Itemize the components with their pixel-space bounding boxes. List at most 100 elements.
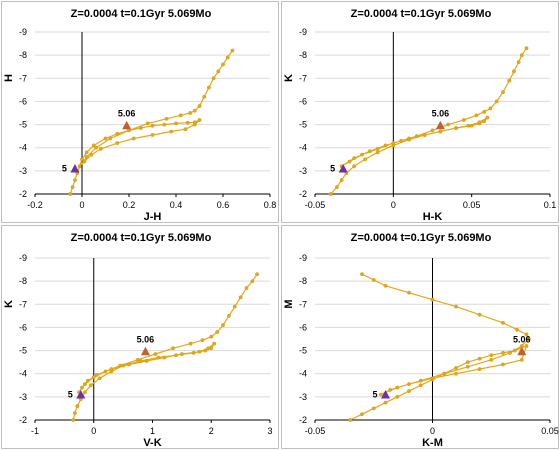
track-point bbox=[109, 367, 114, 371]
track-point bbox=[524, 344, 529, 348]
track-point bbox=[465, 360, 470, 365]
y-tick-label: -3 bbox=[299, 166, 307, 176]
track-point bbox=[192, 122, 197, 127]
y-tick-label: -2 bbox=[19, 415, 27, 425]
track-point bbox=[221, 323, 225, 328]
x-tick-label: 2 bbox=[209, 426, 214, 436]
track-point bbox=[360, 272, 364, 277]
track-point bbox=[238, 295, 243, 300]
x-tick-label: 0.6 bbox=[217, 200, 230, 210]
track-point bbox=[367, 149, 372, 154]
track-point bbox=[399, 138, 404, 143]
y-tick-label: -4 bbox=[299, 369, 307, 379]
track-point bbox=[524, 46, 529, 51]
track-point bbox=[488, 106, 493, 111]
x-tick-label: -0.05 bbox=[305, 200, 326, 210]
track-point bbox=[418, 378, 423, 383]
track-point bbox=[206, 85, 211, 90]
y-axis-label: H bbox=[3, 74, 15, 82]
track-point bbox=[115, 131, 120, 136]
track-point bbox=[73, 411, 77, 415]
track-point bbox=[144, 359, 149, 363]
track-point bbox=[339, 178, 344, 183]
marker-label: 5.06 bbox=[118, 108, 136, 118]
track-point bbox=[197, 104, 202, 108]
track-point bbox=[438, 129, 443, 134]
track-point bbox=[255, 272, 259, 277]
track-point bbox=[135, 357, 140, 362]
y-tick-label: -9 bbox=[19, 27, 27, 37]
track-point bbox=[185, 120, 190, 125]
track-point bbox=[94, 372, 99, 377]
marker-label: 5 bbox=[372, 390, 377, 400]
track-point bbox=[71, 418, 76, 422]
y-tick-label: -8 bbox=[299, 50, 307, 60]
y-tick-label: -9 bbox=[19, 253, 27, 263]
x-tick-label: -0.05 bbox=[305, 426, 326, 436]
track-point bbox=[477, 120, 482, 125]
track-point bbox=[469, 123, 474, 128]
track-point bbox=[164, 116, 169, 121]
track-point bbox=[501, 362, 505, 367]
track-point bbox=[454, 304, 458, 309]
track-point bbox=[512, 69, 516, 74]
x-tick-label: 0 bbox=[430, 426, 435, 436]
track-point bbox=[82, 159, 87, 164]
track-point bbox=[477, 356, 482, 361]
track-point bbox=[73, 178, 77, 183]
track-point bbox=[328, 192, 333, 196]
track-point bbox=[454, 366, 458, 370]
track-point bbox=[418, 383, 423, 388]
track-point bbox=[138, 126, 143, 130]
track-point bbox=[501, 320, 505, 325]
track-point bbox=[192, 108, 197, 113]
track-point bbox=[150, 123, 155, 128]
track-point bbox=[446, 122, 451, 127]
chart-title: Z=0.0004 t=0.1Gyr 5.069Mo bbox=[351, 8, 492, 20]
track-point bbox=[216, 69, 221, 74]
track-point bbox=[88, 383, 93, 388]
track-point bbox=[108, 136, 113, 141]
track-point bbox=[454, 371, 458, 376]
x-tick-label: 0 bbox=[79, 200, 84, 210]
x-tick-label: 0.1 bbox=[544, 200, 557, 210]
chart-svg: Z=0.0004 t=0.1Gyr 5.069Mo -2 -3 -4 -5 -6 -7 -8 -… bbox=[3, 8, 277, 223]
track-point bbox=[153, 352, 158, 356]
track-point bbox=[80, 157, 84, 162]
track-point bbox=[360, 412, 364, 417]
track-point bbox=[465, 364, 470, 369]
y-tick-label: -9 bbox=[299, 27, 307, 37]
x-axis-label: J-H bbox=[144, 211, 162, 223]
track-point bbox=[378, 392, 383, 397]
track-point bbox=[407, 389, 411, 393]
y-tick-label: -2 bbox=[19, 189, 27, 199]
track-point bbox=[482, 109, 487, 114]
track-point bbox=[188, 341, 193, 346]
y-tick-label: -4 bbox=[299, 143, 307, 153]
x-tick-label: 0.8 bbox=[264, 200, 277, 210]
track-point bbox=[202, 94, 207, 99]
track-point bbox=[75, 404, 80, 409]
track-point bbox=[171, 346, 175, 351]
track-point bbox=[391, 141, 396, 145]
track-point bbox=[430, 128, 435, 133]
y-tick-label: -7 bbox=[299, 299, 307, 309]
y-tick-label: -2 bbox=[299, 189, 307, 199]
track-point bbox=[103, 136, 108, 141]
y-tick-label: -7 bbox=[19, 299, 27, 309]
track-point bbox=[188, 111, 193, 115]
y-tick-label: -9 bbox=[299, 253, 307, 263]
y-tick-label: -6 bbox=[19, 322, 27, 332]
track-point bbox=[371, 406, 376, 411]
track-point bbox=[474, 113, 479, 118]
track-point bbox=[215, 330, 220, 334]
x-tick-label: 0.4 bbox=[170, 200, 183, 210]
marker-triangle bbox=[517, 346, 527, 356]
track-point bbox=[348, 418, 353, 422]
track-point bbox=[178, 113, 183, 118]
x-axis-label: V-K bbox=[143, 437, 161, 449]
track-point bbox=[91, 375, 96, 380]
y-tick-label: -3 bbox=[19, 392, 27, 402]
y-axis-label: K bbox=[3, 300, 15, 308]
track-point bbox=[197, 118, 202, 122]
